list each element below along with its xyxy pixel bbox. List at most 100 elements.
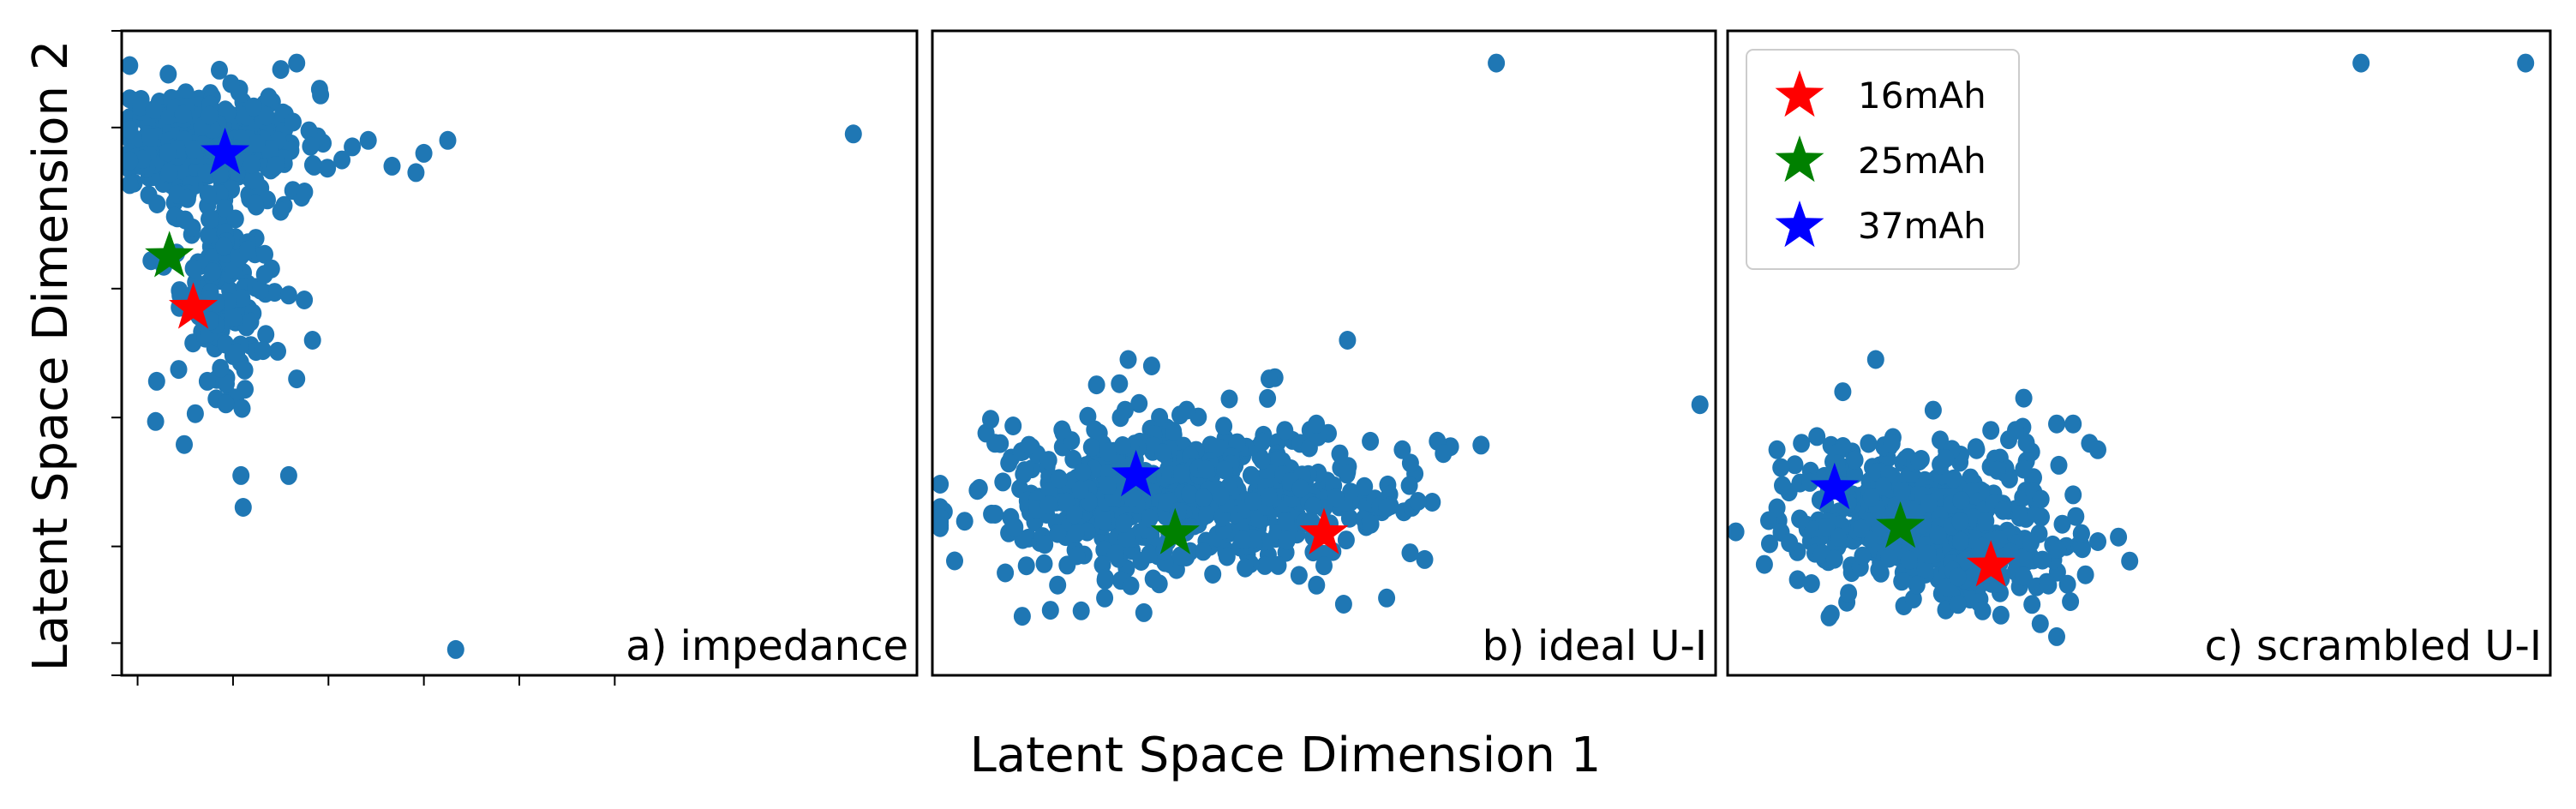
scatter-point [1111, 408, 1129, 428]
scatter-point [1982, 421, 2000, 440]
scatter-point [225, 308, 243, 327]
scatter-point [1362, 514, 1380, 534]
scatter-point [1862, 488, 1880, 507]
scatter-point [288, 53, 306, 73]
scatter-point [1228, 433, 1246, 452]
scatter-point [1854, 546, 1872, 566]
star-marker-25mAh [1876, 501, 1926, 548]
scatter-point [1204, 565, 1222, 584]
scatter-point [1788, 570, 1806, 590]
scatter-point [1141, 544, 1159, 564]
scatter-point [1253, 450, 1271, 470]
scatter-point [319, 159, 337, 178]
scatter-point [2017, 433, 2035, 452]
scatter-point [1853, 518, 1870, 538]
scatter-point [2067, 506, 2085, 526]
scatter-point [1291, 478, 1309, 498]
scatter-point [1036, 535, 1054, 554]
scatter-point [1786, 455, 1804, 475]
scatter-point [201, 105, 219, 125]
scatter-point [407, 163, 425, 183]
scatter-point [1910, 452, 1928, 471]
scatter-point [1135, 602, 1153, 622]
scatter-point [1968, 440, 1986, 459]
scatter-point [1261, 369, 1278, 389]
scatter-point [1216, 460, 1234, 480]
scatter-point [215, 237, 233, 256]
scatter-point [1035, 554, 1053, 573]
scatter-point [1259, 388, 1277, 408]
scatter-point [141, 128, 159, 147]
scatter-point [1068, 546, 1086, 566]
scatter-point [1801, 472, 1818, 492]
scatter-point [1951, 512, 1969, 531]
star-marker-25mAh [145, 231, 195, 278]
scatter-point [184, 259, 202, 279]
scatter-point [147, 371, 165, 391]
scatter-point [1233, 530, 1251, 549]
scatter-point [204, 262, 222, 282]
scatter-point [312, 85, 330, 105]
scatter-point [1144, 569, 1162, 589]
scatter-point [1117, 528, 1135, 548]
scatter-point [1883, 434, 1901, 453]
scatter-point [1875, 476, 1892, 496]
scatter-point [296, 291, 314, 309]
scatter-point [1937, 449, 1955, 468]
scatter-point [260, 87, 278, 107]
scatter-point [1781, 533, 1799, 553]
scatter-point [333, 150, 350, 170]
scatter-point [1908, 575, 1926, 595]
scatter-point [1106, 544, 1124, 564]
scatter-point [147, 411, 165, 431]
scatter-point [1050, 469, 1068, 488]
scatter-point [932, 475, 950, 494]
scatter-point [304, 155, 322, 174]
scatter-point [159, 64, 177, 84]
legend-star-37mAh [1775, 201, 1824, 248]
scatter-point [244, 170, 261, 189]
scatter-point [2040, 575, 2058, 595]
scatter-point [1177, 400, 1195, 420]
scatter-point [1049, 575, 1067, 595]
scatter-point [170, 360, 188, 380]
scatter-point [1400, 476, 1418, 495]
scatter-point [269, 341, 286, 361]
scatter-point [303, 331, 321, 350]
scatter-point [1096, 568, 1114, 588]
scatter-point [1818, 518, 1836, 536]
scatter-point [1900, 550, 1918, 570]
scatter-point [1327, 488, 1345, 508]
scatter-point [1237, 558, 1255, 578]
scatter-point [238, 240, 256, 260]
scatter-point [226, 209, 244, 229]
scatter-point [1932, 430, 1949, 450]
scatter-point [2023, 595, 2041, 614]
scatter-point [2048, 626, 2065, 646]
scatter-point [251, 280, 269, 300]
panel-label: a) impedance [626, 622, 908, 670]
scatter-point [1053, 420, 1071, 440]
scatter-point [1772, 458, 1790, 477]
scatter-point [1472, 435, 1490, 455]
scatter-point [1362, 431, 1380, 451]
scatter-point [1488, 53, 1506, 73]
scatter-point [199, 184, 217, 204]
legend-label-16mAh: 16mAh [1858, 75, 1986, 117]
scatter-point [186, 404, 204, 423]
scatter-point [245, 97, 262, 117]
scatter-point [1339, 331, 1357, 350]
scatter-point [1066, 505, 1083, 524]
scatter-point [415, 143, 433, 163]
panel-ideal-ui: b) ideal U-I [931, 29, 1717, 677]
scatter-point [1119, 350, 1137, 369]
scatter-point [2032, 489, 2050, 509]
scatter-point [946, 551, 963, 571]
scatter-point [1974, 601, 1992, 620]
scatter-point [2062, 592, 2080, 611]
scatter-point [145, 100, 163, 119]
scatter-point [211, 60, 228, 80]
scatter-point [1067, 524, 1085, 543]
scatter-point [1846, 450, 1864, 470]
